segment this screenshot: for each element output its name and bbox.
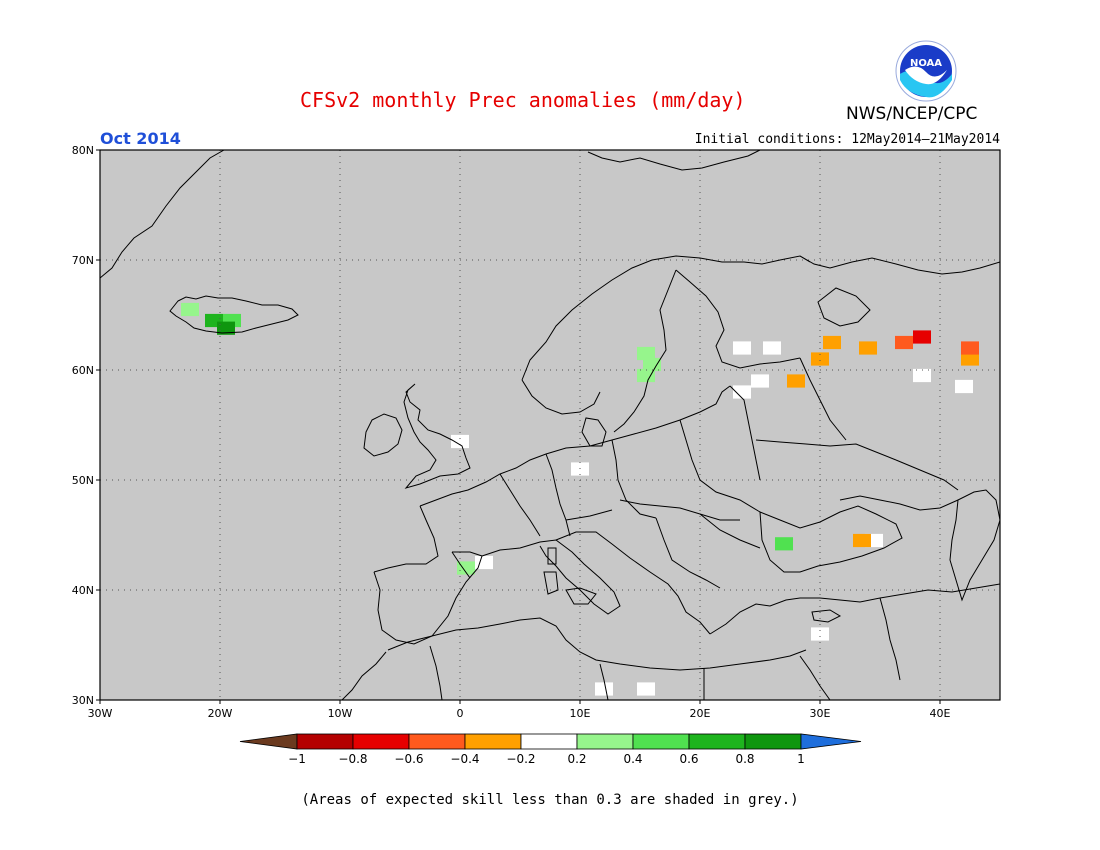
colorbar-label: 0.8	[735, 752, 754, 766]
colorbar-swatch	[632, 733, 690, 750]
lon-tick-label: 0	[457, 707, 464, 720]
initial-conditions: Initial conditions: 12May2014–21May2014	[694, 132, 1000, 147]
anomaly-cell	[751, 374, 769, 388]
colorbar-swatch	[352, 733, 410, 750]
anomaly-cell	[733, 385, 751, 399]
anomaly-cell	[217, 321, 235, 335]
colorbar-label: −1	[288, 752, 306, 766]
anomaly-cell	[181, 302, 199, 317]
anomaly-cell	[763, 341, 781, 355]
lat-tick-label: 70N	[72, 254, 94, 267]
colorbar-label: −0.2	[506, 752, 535, 766]
anomaly-cell	[955, 379, 973, 394]
noaa-logo-text: NOAA	[910, 58, 942, 69]
map-background	[100, 150, 1000, 700]
lon-tick-label: 40E	[930, 707, 951, 720]
anomaly-cell	[457, 561, 475, 575]
anomaly-cell	[637, 682, 655, 696]
anomaly-cell	[595, 682, 613, 696]
colorbar-swatch	[520, 733, 578, 750]
colorbar-swatch	[408, 733, 466, 750]
lat-tick-label: 40N	[72, 584, 94, 597]
lat-tick-label: 80N	[72, 144, 94, 157]
anomaly-cell	[811, 627, 829, 641]
colorbar-arrow-high	[800, 733, 862, 750]
anomaly-cell	[913, 368, 931, 383]
anomaly-cell	[811, 352, 829, 366]
lon-tick-label: 20E	[690, 707, 711, 720]
lat-tick-label: 60N	[72, 364, 94, 377]
anomaly-cell	[895, 335, 913, 350]
lon-tick-label: 10W	[328, 707, 353, 720]
colorbar: −1 −0.8 −0.6 −0.4 −0.2 0.2 0.4 0.6 0.8 1	[239, 733, 862, 766]
lat-tick-label: 50N	[72, 474, 94, 487]
graticule	[100, 150, 1000, 700]
colorbar-label: 0.4	[623, 752, 642, 766]
anomaly-cell	[787, 374, 805, 388]
agency-label: NWS/NCEP/CPC	[846, 104, 978, 124]
colorbar-swatch	[576, 733, 634, 750]
colorbar-swatch	[464, 733, 522, 750]
anomaly-cell	[913, 330, 931, 344]
map-frame	[99, 149, 1001, 701]
anomaly-cell	[823, 335, 841, 350]
lon-tick-label: 30W	[88, 707, 113, 720]
colorbar-label: −0.8	[338, 752, 367, 766]
map-title: CFSv2 monthly Prec anomalies (mm/day)	[300, 88, 746, 112]
colorbar-swatch	[296, 733, 354, 750]
anomaly-cell	[475, 555, 493, 570]
lon-tick-label: 30E	[810, 707, 831, 720]
noaa-logo-icon: NOAA	[895, 40, 957, 102]
colorbar-label: −0.4	[450, 752, 479, 766]
colorbar-arrow-low	[239, 733, 298, 750]
colorbar-label: 0.6	[679, 752, 698, 766]
forecast-period: Oct 2014	[100, 129, 181, 148]
colorbar-swatch	[688, 733, 746, 750]
anomaly-cells	[181, 302, 979, 696]
lon-tick-label: 20W	[208, 707, 233, 720]
anomaly-cell	[637, 346, 655, 361]
anomaly-cell	[961, 341, 979, 355]
anomaly-cell	[853, 533, 871, 548]
footnote: (Areas of expected skill less than 0.3 a…	[301, 792, 799, 808]
colorbar-label: 1	[797, 752, 805, 766]
colorbar-swatch	[744, 733, 802, 750]
anomaly-cell	[733, 341, 751, 355]
anomaly-cell	[643, 357, 661, 372]
anomaly-cell	[775, 537, 793, 551]
lat-tick-label: 30N	[72, 694, 94, 707]
lon-tick-label: 10E	[570, 707, 591, 720]
coastlines	[100, 150, 1000, 700]
colorbar-label: 0.2	[567, 752, 586, 766]
anomaly-cell	[451, 434, 469, 449]
colorbar-label: −0.6	[394, 752, 423, 766]
anomaly-cell	[637, 368, 655, 383]
anomaly-cell	[859, 341, 877, 355]
anomaly-cell	[961, 352, 979, 366]
